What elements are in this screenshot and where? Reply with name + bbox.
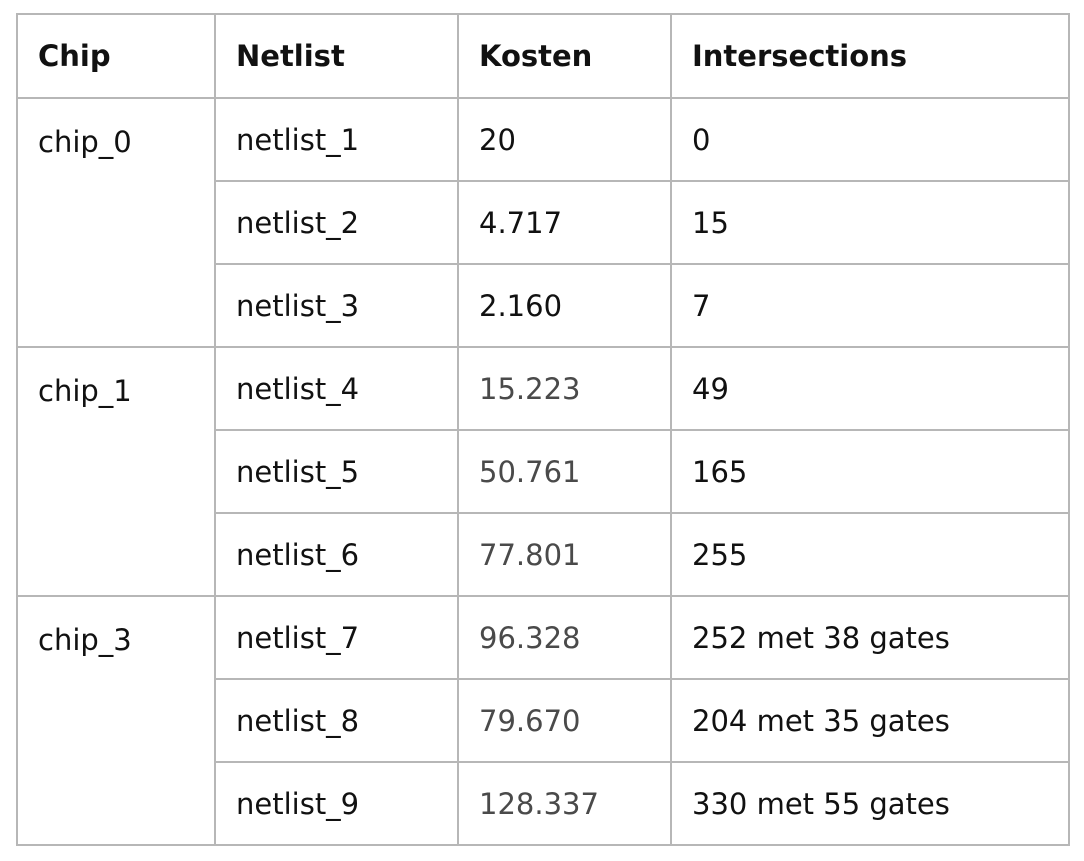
netlist-cell: netlist_1 [214, 97, 459, 182]
intersections-cell: 330 met 55 gates [670, 761, 1070, 846]
table-row: netlist_8 79.670 204 met 35 gates [17, 678, 1070, 763]
chip-cell: chip_1 [16, 346, 216, 597]
kosten-cell: 50.761 [457, 429, 672, 514]
table-row: netlist_2 4.717 15 [17, 180, 1070, 265]
kosten-cell: 20 [457, 97, 672, 182]
kosten-cell: 77.801 [457, 512, 672, 597]
netlist-cell: netlist_7 [214, 595, 459, 680]
netlist-cell: netlist_5 [214, 429, 459, 514]
table-row: netlist_5 50.761 165 [17, 429, 1070, 514]
results-table: Chip Netlist Kosten Intersections chip_0… [16, 13, 1070, 846]
netlist-cell: netlist_8 [214, 678, 459, 763]
table-row: chip_1 netlist_4 15.223 49 [16, 346, 1070, 597]
intersections-cell: 252 met 38 gates [670, 595, 1070, 680]
header-chip: Chip [16, 13, 216, 99]
table-row: chip_0 netlist_1 20 0 [16, 97, 1070, 348]
header-row: Chip Netlist Kosten Intersections [16, 13, 1070, 99]
intersections-cell: 204 met 35 gates [670, 678, 1070, 763]
intersections-cell: 0 [670, 97, 1070, 182]
table-row: netlist_9 128.337 330 met 55 gates [17, 761, 1070, 846]
kosten-cell: 2.160 [457, 263, 672, 348]
intersections-cell: 7 [670, 263, 1070, 348]
kosten-cell: 128.337 [457, 761, 672, 846]
header-netlist: Netlist [214, 13, 459, 99]
netlist-cell: netlist_9 [214, 761, 459, 846]
table-row: netlist_6 77.801 255 [17, 512, 1070, 597]
netlist-cell: netlist_6 [214, 512, 459, 597]
table-row: netlist_3 2.160 7 [17, 263, 1070, 348]
netlist-cell: netlist_4 [214, 346, 459, 431]
chip-cell: chip_3 [16, 595, 216, 846]
intersections-cell: 49 [670, 346, 1070, 431]
netlist-cell: netlist_2 [214, 180, 459, 265]
table-row: chip_3 netlist_7 96.328 252 met 38 gates [16, 595, 1070, 846]
kosten-cell: 79.670 [457, 678, 672, 763]
kosten-cell: 4.717 [457, 180, 672, 265]
header-kosten: Kosten [457, 13, 672, 99]
kosten-cell: 96.328 [457, 595, 672, 680]
netlist-cell: netlist_3 [214, 263, 459, 348]
kosten-cell: 15.223 [457, 346, 672, 431]
intersections-cell: 15 [670, 180, 1070, 265]
chip-cell: chip_0 [16, 97, 216, 348]
header-intersections: Intersections [670, 13, 1070, 99]
intersections-cell: 165 [670, 429, 1070, 514]
intersections-cell: 255 [670, 512, 1070, 597]
